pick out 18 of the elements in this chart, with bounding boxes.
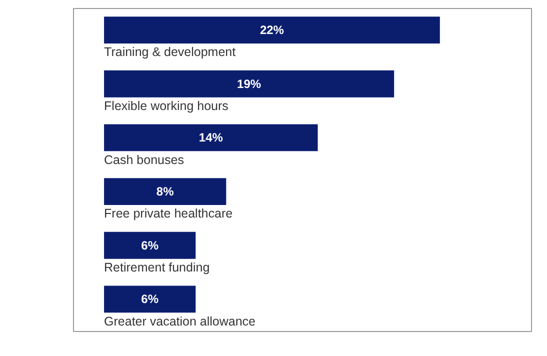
y-tick-label: Free private healthcare: [104, 206, 233, 221]
data-label: 14%: [198, 130, 224, 145]
bar: [104, 286, 196, 313]
y-tick-label: Training & development: [104, 45, 236, 60]
data-label: 6%: [141, 238, 159, 252]
bar: [104, 178, 226, 205]
bar: [104, 70, 394, 98]
y-tick-label: Retirement funding: [104, 260, 210, 274]
data-label: 19%: [237, 76, 262, 91]
data-label: 6%: [141, 292, 159, 306]
bar: [104, 16, 440, 44]
data-label: 22%: [260, 23, 284, 38]
y-tick-label: Greater vacation allowance: [104, 314, 256, 328]
y-tick-label: Cash bonuses: [104, 152, 184, 167]
bar: [104, 124, 318, 152]
bar: [104, 232, 196, 259]
y-tick-label: Flexible working hours: [104, 98, 228, 113]
data-label: 8%: [156, 184, 174, 199]
